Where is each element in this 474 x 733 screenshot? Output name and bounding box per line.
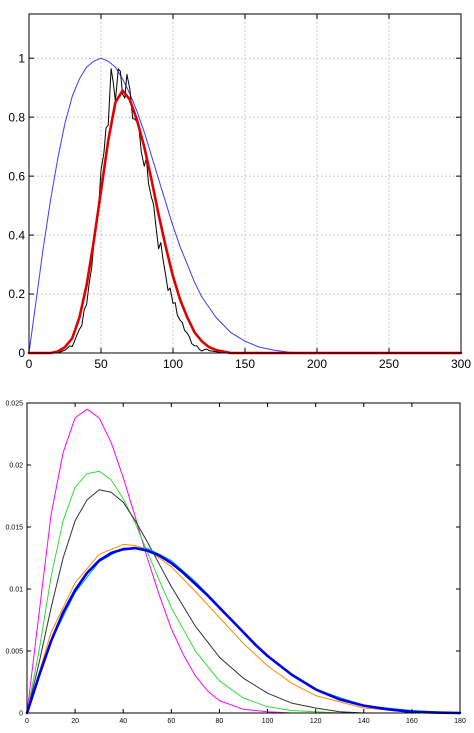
series-line-2	[26, 470, 341, 714]
x-tick-label: 0	[25, 718, 29, 725]
y-tick-label: 0.015	[5, 524, 23, 531]
x-tick-label: 40	[119, 718, 127, 725]
x-tick-label: 300	[451, 357, 471, 371]
y-tick-label: 0	[19, 710, 23, 717]
series-line-1	[28, 57, 304, 354]
chart-panel-2: 0 20 40 60 80 100 120 140 160 180 0 0.005 0.01 0.015 0…	[5, 400, 465, 725]
series-line-4	[26, 543, 461, 714]
x-tick-label: 180	[454, 718, 466, 725]
y-tick-label: 0.025	[5, 400, 23, 407]
x-tick-label: 50	[94, 357, 108, 371]
x-tick-label: 160	[406, 718, 418, 725]
x-tick-label: 60	[167, 718, 175, 725]
y-tick-label: 1	[18, 51, 25, 65]
axes-frame	[26, 402, 461, 714]
x-tick-label: 250	[379, 357, 399, 371]
x-tick-label: 120	[310, 718, 322, 725]
y-tick-label: 0.2	[8, 287, 25, 301]
y-tick-label: 0.4	[8, 228, 25, 242]
y-tick-label: 0	[18, 346, 25, 360]
series-line-1	[26, 408, 317, 714]
x-tick-label: 100	[262, 718, 274, 725]
y-tick-label: 0.8	[8, 110, 25, 124]
series-line-6	[25, 546, 462, 715]
x-tick-label: 140	[358, 718, 370, 725]
x-tick-label: 80	[216, 718, 224, 725]
chart-panel-1: 0 50 100 150 200 250 300 0 0.2 0.4 0.6 0.8 1	[8, 13, 471, 371]
x-tick-label: 20	[71, 718, 79, 725]
y-tick-label: 0.01	[9, 586, 23, 593]
x-tick-label: 0	[26, 357, 33, 371]
series-line-3	[26, 489, 365, 714]
y-tick-label: 0.005	[5, 648, 23, 655]
y-tick-label: 0.02	[9, 462, 23, 469]
plot-area	[27, 403, 460, 713]
x-tick-label: 100	[163, 357, 183, 371]
y-tick-label: 0.6	[8, 169, 25, 183]
x-tick-label: 150	[235, 357, 255, 371]
series-line-3	[27, 89, 463, 355]
x-tick-label: 200	[307, 357, 327, 371]
